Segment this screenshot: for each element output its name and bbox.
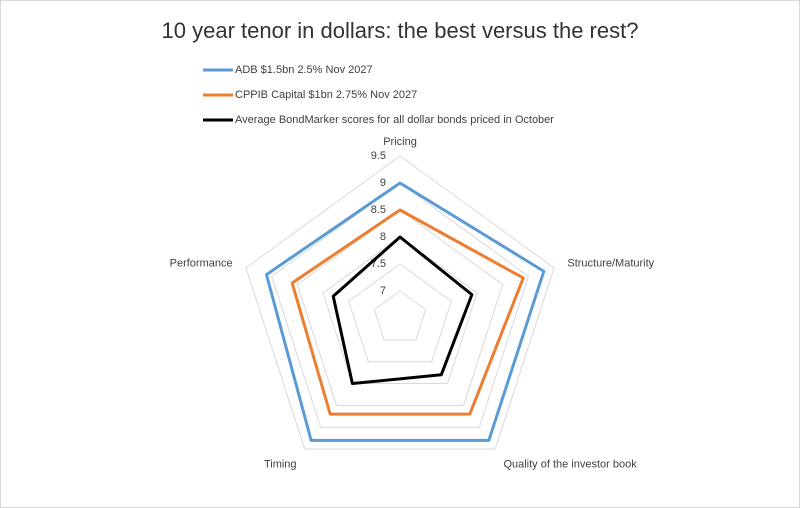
legend-label: Average BondMarker scores for all dollar…: [235, 114, 554, 126]
category-label: Structure/Maturity: [567, 258, 654, 270]
series-line: [264, 181, 546, 442]
r-tick-label: 9.5: [371, 150, 386, 162]
grid-ring: [245, 155, 555, 450]
category-label: Performance: [170, 258, 233, 270]
grid-ring: [271, 182, 529, 428]
r-tick-label: 9: [380, 177, 386, 189]
r-tick-label: 8.5: [371, 204, 386, 216]
legend-label: CPPIB Capital $1bn 2.75% Nov 2027: [235, 89, 417, 101]
category-label: Quality of the investor book: [503, 458, 637, 470]
legend-label: ADB $1.5bn 2.5% Nov 2027: [235, 64, 373, 76]
series-line: [290, 208, 525, 416]
category-label: Timing: [264, 458, 297, 470]
grid-ring: [348, 263, 452, 363]
chart-title: 10 year tenor in dollars: the best versu…: [162, 18, 639, 43]
grid-ring: [322, 236, 478, 385]
grid-ring: [373, 290, 427, 341]
category-label: Pricing: [383, 136, 417, 148]
grid-ring: [296, 209, 504, 406]
series-line: [331, 235, 474, 386]
r-tick-label: 8: [380, 231, 386, 243]
r-tick-label: 7: [380, 285, 386, 297]
